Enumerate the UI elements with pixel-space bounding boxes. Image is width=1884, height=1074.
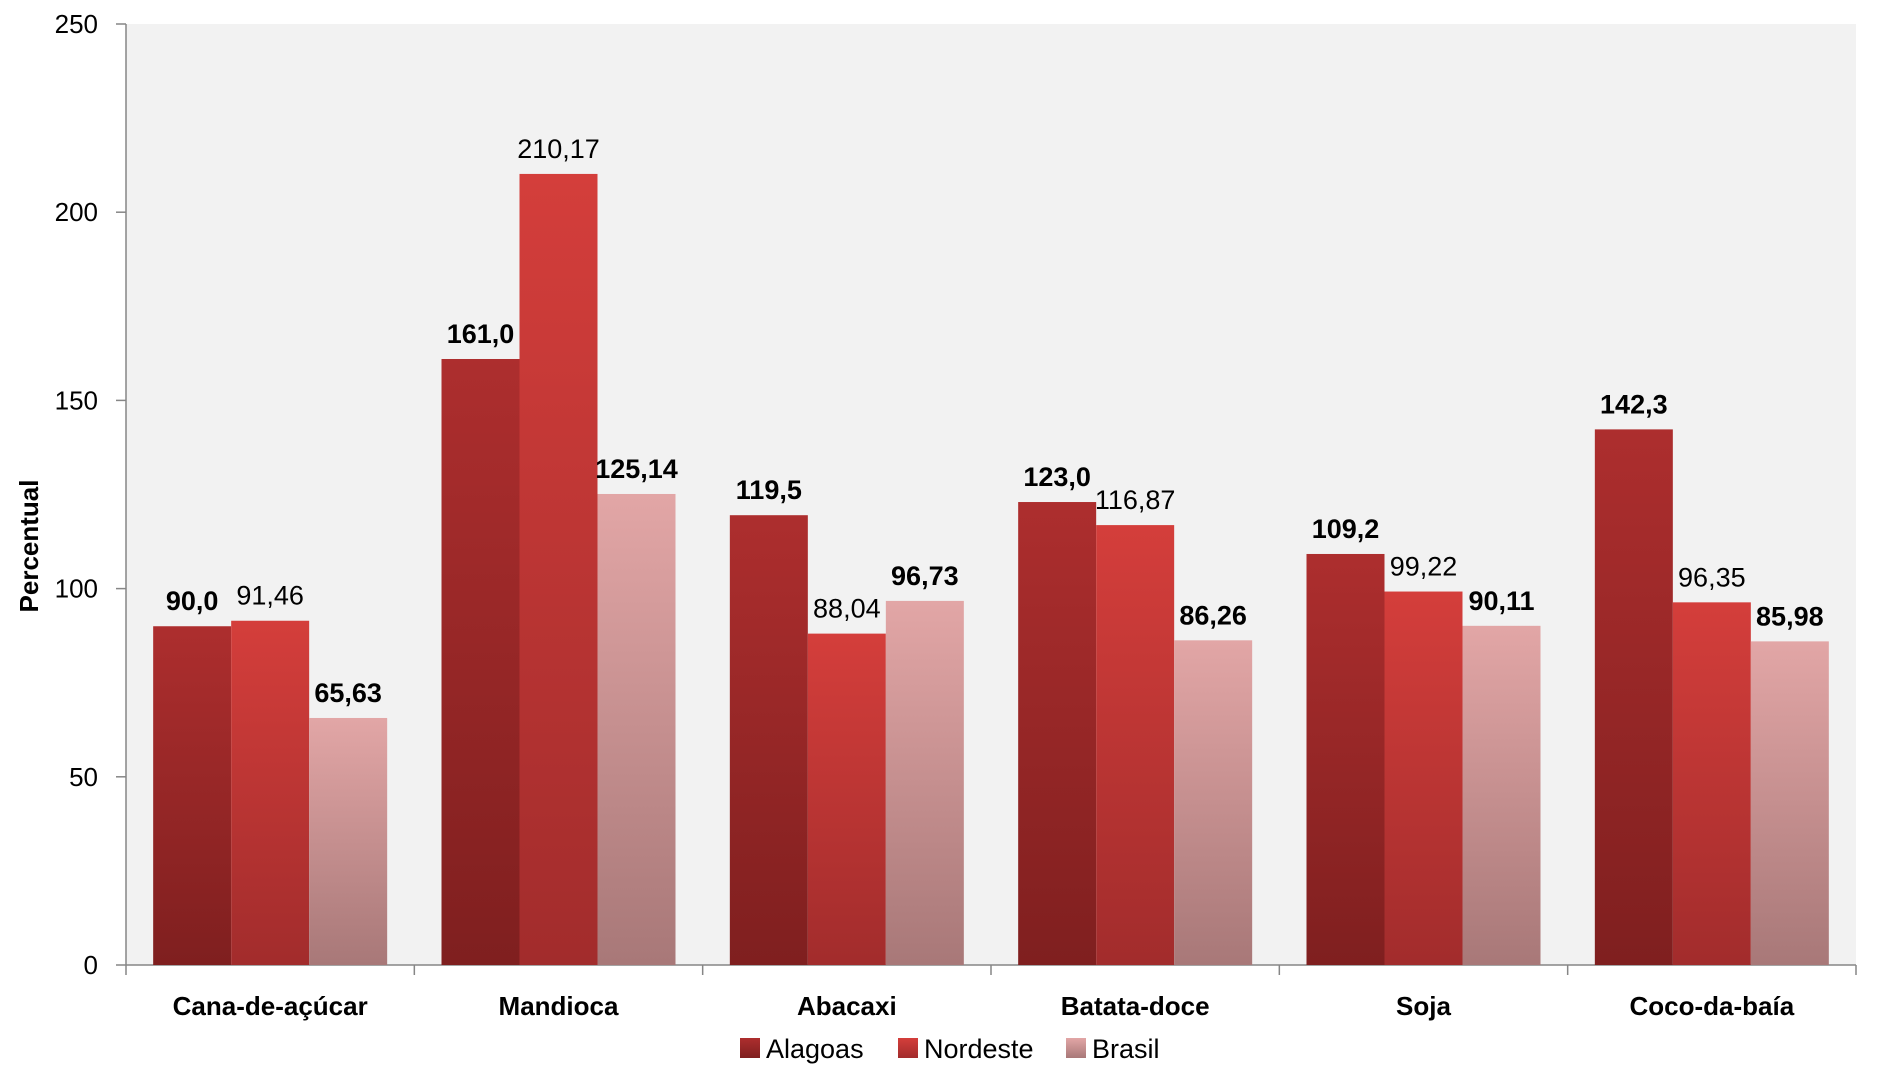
data-label: 161,0 (447, 319, 515, 349)
data-label: 96,35 (1678, 562, 1746, 592)
data-label: 96,73 (891, 561, 959, 591)
bar-brasil-4 (1174, 640, 1253, 965)
data-label: 99,22 (1390, 552, 1458, 582)
bar-nordeste-6 (1672, 602, 1751, 965)
x-category-label: Mandioca (499, 991, 619, 1021)
y-axis-title: Percentual (14, 480, 44, 613)
data-label: 85,98 (1756, 601, 1824, 631)
x-category-label: Cana-de-açúcar (173, 991, 368, 1021)
legend-swatch-brasil (1066, 1038, 1086, 1058)
data-label: 125,14 (595, 454, 678, 484)
bar-nordeste-3 (807, 633, 886, 965)
legend-label-alagoas: Alagoas (766, 1034, 864, 1064)
data-label: 119,5 (736, 475, 802, 505)
bar-alagoas-2 (441, 358, 520, 966)
bar-nordeste-1 (231, 620, 310, 965)
plot-area: 0 50 100 150 200 250 Cana-de-açúcar 90,0 91,46 65… (55, 9, 1857, 1021)
y-tick-label: 250 (55, 9, 98, 39)
x-category-label: Abacaxi (797, 991, 897, 1021)
legend-swatch-nordeste (898, 1038, 918, 1058)
legend-label-brasil: Brasil (1092, 1034, 1160, 1064)
data-label: 91,46 (236, 581, 304, 611)
bar-nordeste-5 (1384, 591, 1463, 965)
y-tick-label: 0 (84, 950, 98, 980)
bar-alagoas-1 (153, 626, 232, 965)
bar-alagoas-5 (1306, 553, 1385, 965)
bar-alagoas-6 (1594, 429, 1673, 965)
bar-nordeste-4 (1096, 525, 1175, 965)
data-label: 88,04 (813, 594, 881, 624)
bar-brasil-2 (597, 493, 676, 965)
x-category-label: Coco-da-baía (1629, 991, 1794, 1021)
data-label: 142,3 (1600, 389, 1668, 419)
y-tick-label: 200 (55, 197, 98, 227)
data-label: 123,0 (1023, 462, 1091, 492)
data-label: 65,63 (314, 678, 382, 708)
data-label: 116,87 (1095, 485, 1176, 515)
bar-alagoas-3 (729, 515, 808, 965)
data-label: 86,26 (1179, 600, 1247, 630)
bar-brasil-1 (309, 717, 388, 965)
data-label: 90,0 (166, 586, 219, 616)
data-label: 109,2 (1312, 514, 1380, 544)
data-label: 210,17 (517, 134, 600, 164)
x-category-label: Soja (1396, 991, 1451, 1021)
legend-swatch-alagoas (740, 1038, 760, 1058)
data-label: 90,11 (1468, 586, 1534, 616)
legend: Alagoas Nordeste Brasil (740, 1034, 1160, 1064)
bar-brasil-3 (885, 600, 964, 965)
bar-nordeste-2 (519, 173, 598, 966)
x-category-label: Batata-doce (1061, 991, 1210, 1021)
y-tick-label: 100 (55, 574, 98, 604)
bar-alagoas-4 (1018, 502, 1097, 965)
bar-brasil-5 (1462, 625, 1541, 965)
bar-brasil-6 (1750, 641, 1829, 965)
legend-label-nordeste: Nordeste (924, 1034, 1034, 1064)
y-tick-label: 50 (69, 762, 98, 792)
y-tick-label: 150 (55, 385, 98, 415)
plot-background (126, 24, 1856, 965)
